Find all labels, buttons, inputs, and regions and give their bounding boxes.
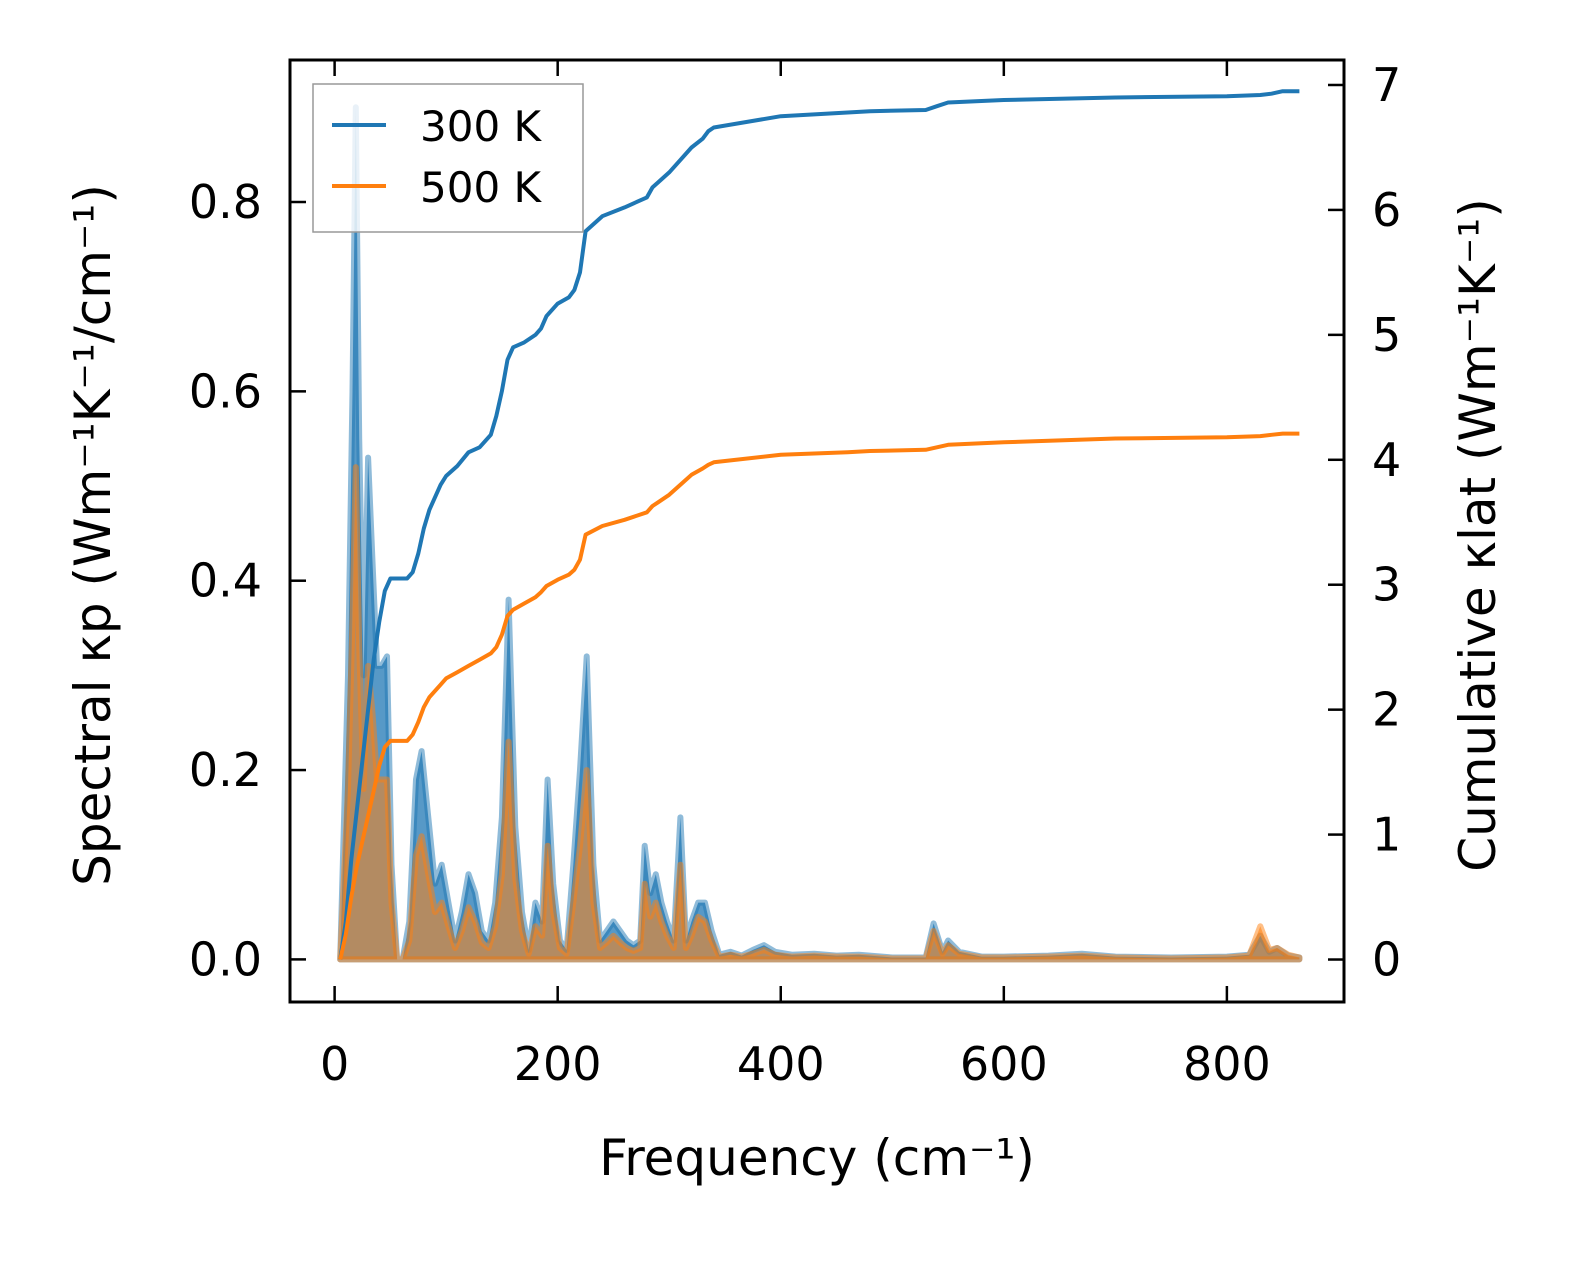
cumulative-line-500k [338, 431, 1300, 960]
x-axis-label: Frequency (cm⁻¹) [599, 1129, 1035, 1187]
cumulative-line-300k [338, 89, 1300, 960]
left-y-axis-label: Spectral κp (Wm⁻¹K⁻¹/cm⁻¹) [64, 184, 122, 886]
right-y-tick-label: 0 [1372, 933, 1401, 987]
left-y-tick-label: 0.4 [189, 554, 262, 608]
plot-frame [288, 58, 1346, 1004]
right-y-tick-label: 4 [1372, 433, 1401, 487]
right-y-tick-label: 7 [1372, 58, 1401, 112]
right-y-tick-label: 2 [1372, 683, 1401, 737]
right-y-tick-label: 5 [1372, 308, 1401, 362]
spectral-area-500k [337, 464, 1303, 963]
x-tick-label: 800 [1183, 1037, 1271, 1091]
cumulative-line-layer [338, 89, 1300, 960]
left-y-tick-label: 0.2 [189, 743, 262, 797]
x-tick-label: 400 [737, 1037, 825, 1091]
spectral-fill-layer [337, 104, 1303, 963]
legend-frame [312, 83, 584, 233]
left-y-tick-label: 0.0 [189, 932, 262, 986]
left-y-tick-label: 0.8 [189, 175, 262, 229]
right-y-tick-label: 1 [1372, 808, 1401, 862]
legend: 300 K 500 K [312, 83, 584, 233]
right-y-axis-label: Cumulative κlat (Wm⁻¹K⁻¹) [1449, 198, 1507, 872]
x-tick-label: 200 [514, 1037, 602, 1091]
left-y-tick-label: 0.6 [189, 364, 262, 418]
x-tick-label: 0 [320, 1037, 349, 1091]
left-y-axis-ticks: 0.0 0.2 0.4 0.6 0.8 [189, 175, 306, 986]
right-y-axis-ticks: 0 1 2 3 4 5 6 7 [1328, 58, 1401, 987]
right-y-tick-label: 3 [1372, 558, 1401, 612]
x-tick-label: 600 [960, 1037, 1048, 1091]
right-y-tick-label: 6 [1372, 183, 1401, 237]
x-axis-ticks: 0 200 400 600 800 [320, 60, 1271, 1091]
spectral-area-300k [337, 104, 1303, 963]
legend-label-500k: 500 K [420, 163, 543, 212]
legend-label-300k: 300 K [420, 102, 543, 151]
